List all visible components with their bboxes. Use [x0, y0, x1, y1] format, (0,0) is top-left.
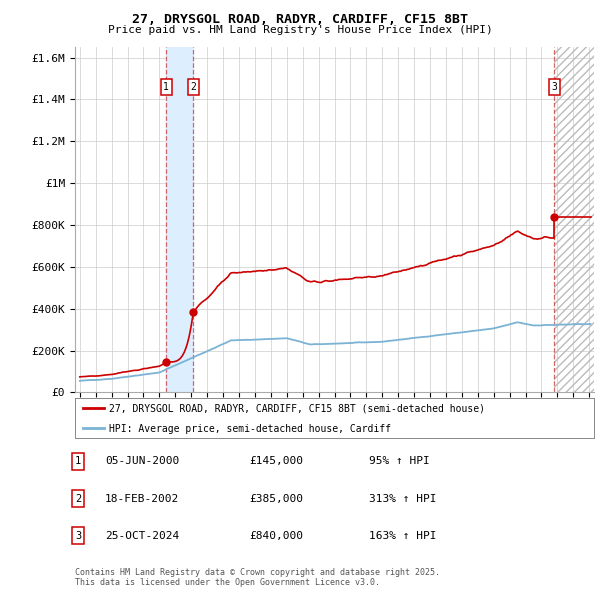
Text: 3: 3: [551, 82, 557, 92]
Text: Price paid vs. HM Land Registry's House Price Index (HPI): Price paid vs. HM Land Registry's House …: [107, 25, 493, 35]
Text: Contains HM Land Registry data © Crown copyright and database right 2025.
This d: Contains HM Land Registry data © Crown c…: [75, 568, 440, 587]
Text: 05-JUN-2000: 05-JUN-2000: [105, 457, 179, 466]
Text: 18-FEB-2002: 18-FEB-2002: [105, 494, 179, 503]
Text: 2: 2: [75, 494, 81, 503]
Bar: [166, 47, 193, 392]
Text: 163% ↑ HPI: 163% ↑ HPI: [369, 531, 437, 540]
Text: 25-OCT-2024: 25-OCT-2024: [105, 531, 179, 540]
Text: 95% ↑ HPI: 95% ↑ HPI: [369, 457, 430, 466]
Text: 2: 2: [190, 82, 196, 92]
Text: HPI: Average price, semi-detached house, Cardiff: HPI: Average price, semi-detached house,…: [109, 424, 391, 434]
Text: 27, DRYSGOL ROAD, RADYR, CARDIFF, CF15 8BT: 27, DRYSGOL ROAD, RADYR, CARDIFF, CF15 8…: [132, 13, 468, 26]
Bar: [554, 47, 597, 392]
Text: 313% ↑ HPI: 313% ↑ HPI: [369, 494, 437, 503]
Text: £385,000: £385,000: [249, 494, 303, 503]
Text: 3: 3: [75, 531, 81, 540]
Text: £840,000: £840,000: [249, 531, 303, 540]
Text: 1: 1: [75, 457, 81, 466]
Text: 1: 1: [163, 82, 169, 92]
Text: 27, DRYSGOL ROAD, RADYR, CARDIFF, CF15 8BT (semi-detached house): 27, DRYSGOL ROAD, RADYR, CARDIFF, CF15 8…: [109, 404, 485, 414]
Text: £145,000: £145,000: [249, 457, 303, 466]
